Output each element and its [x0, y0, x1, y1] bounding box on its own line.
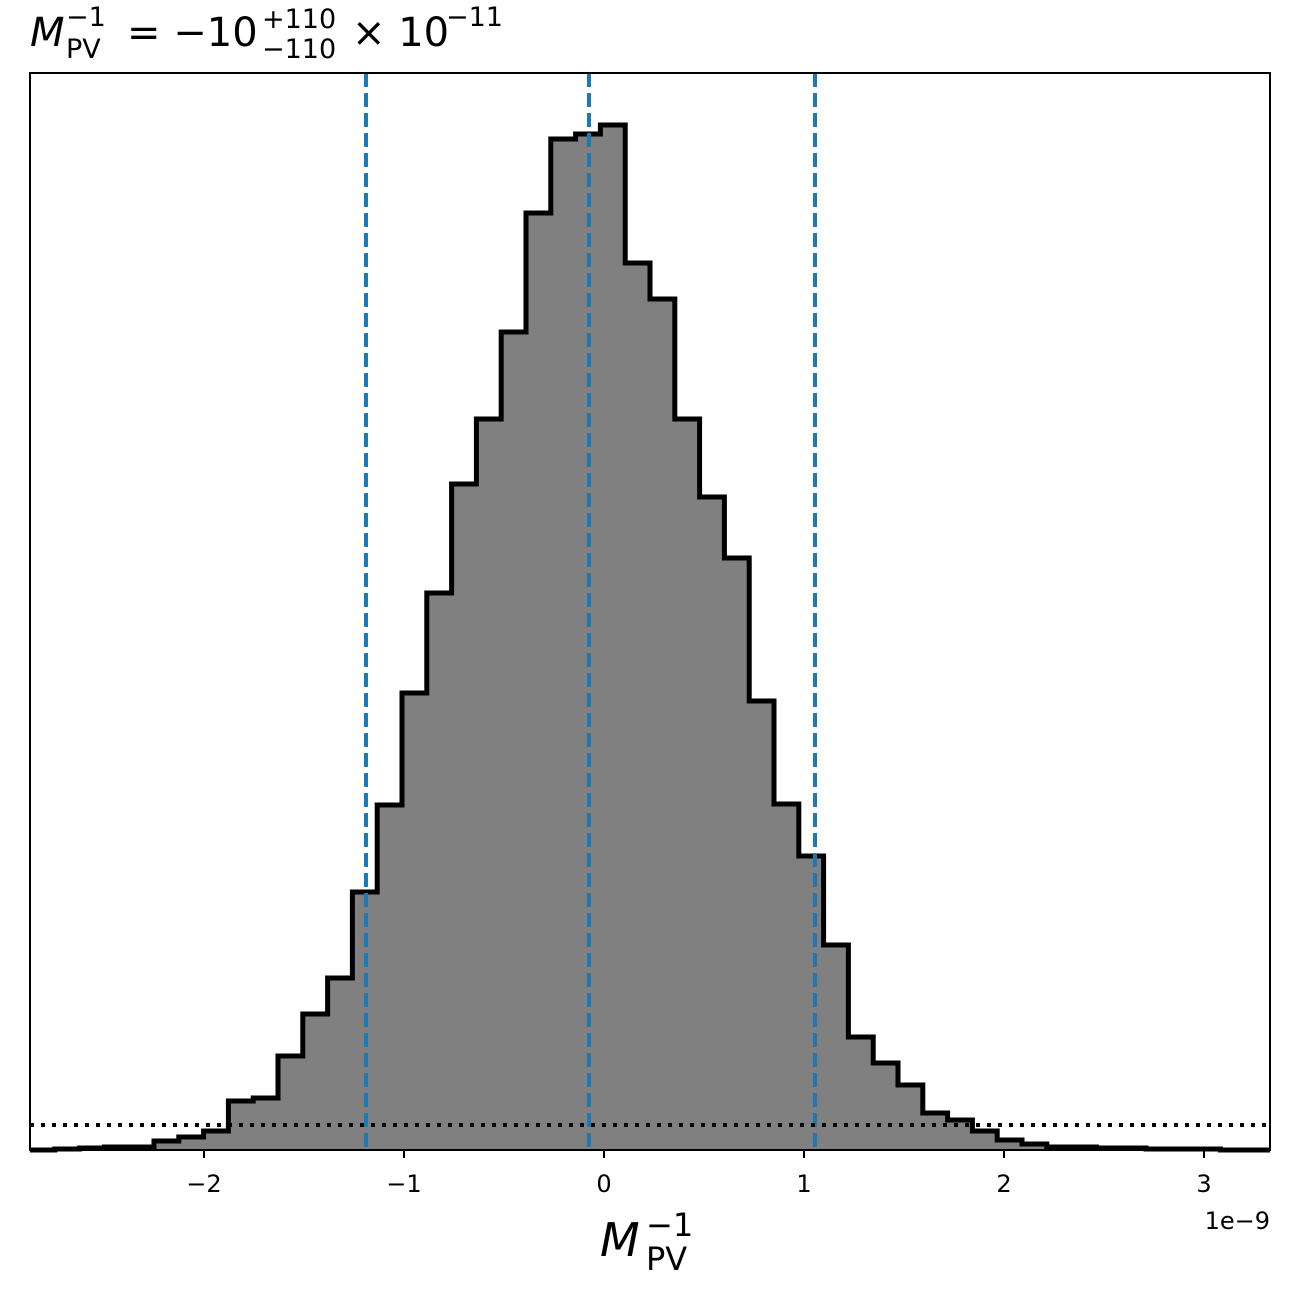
bar [823, 945, 849, 1150]
title-sub: PV [66, 34, 101, 65]
plot-frame [29, 72, 1271, 1151]
x-tick-label: 0 [596, 1170, 611, 1198]
bar [426, 593, 452, 1150]
bar [203, 1131, 229, 1150]
bar [600, 125, 626, 1150]
bar [1022, 1144, 1047, 1150]
chart-title: M −1 PV = −10 +110 −110 × 10 −11 [30, 2, 503, 65]
x-tick-label: −1 [386, 1170, 421, 1198]
x-axis-label: M −1 PV [600, 1206, 693, 1278]
bar [749, 701, 774, 1150]
bar [650, 299, 675, 1150]
bar [699, 497, 725, 1150]
bar [550, 139, 576, 1150]
bar [848, 1037, 874, 1150]
bar [997, 1140, 1022, 1150]
bar [724, 558, 750, 1150]
xlabel-symbol: M [600, 1213, 640, 1267]
bar [526, 213, 551, 1150]
histogram-outline [30, 122, 1270, 1153]
x-tick-label: 1 [796, 1170, 811, 1198]
x-tick-label: −2 [186, 1170, 221, 1198]
bar [302, 1014, 328, 1150]
bar [154, 1141, 179, 1150]
bar [377, 805, 402, 1150]
histogram [30, 122, 1270, 1153]
bar [873, 1063, 898, 1150]
bar [898, 1085, 923, 1150]
bar [476, 419, 502, 1150]
bar [922, 1113, 948, 1150]
title-symbol: M [30, 10, 65, 56]
bar [402, 693, 427, 1150]
bar [451, 484, 477, 1150]
title-exp: −11 [446, 2, 503, 33]
bar [674, 419, 700, 1150]
title-sup: −1 [66, 2, 106, 33]
xlabel-sub: PV [646, 1240, 687, 1278]
bar [501, 332, 526, 1150]
x-tick-label: 2 [996, 1170, 1011, 1198]
bar [178, 1137, 204, 1150]
title-minus: −110 [262, 34, 336, 65]
xlabel-sup: −1 [646, 1206, 693, 1244]
x-offset-label: 1e−9 [1205, 1207, 1270, 1235]
title-times: × 10 [352, 10, 449, 56]
title-value: = −10 [127, 10, 258, 56]
bar [278, 1056, 303, 1150]
title-plus: +110 [262, 4, 336, 35]
x-tick-label: 3 [1196, 1170, 1211, 1198]
bar [972, 1131, 998, 1150]
bar [798, 856, 824, 1150]
bar [625, 263, 650, 1150]
bar [327, 978, 353, 1150]
bar [774, 804, 799, 1150]
